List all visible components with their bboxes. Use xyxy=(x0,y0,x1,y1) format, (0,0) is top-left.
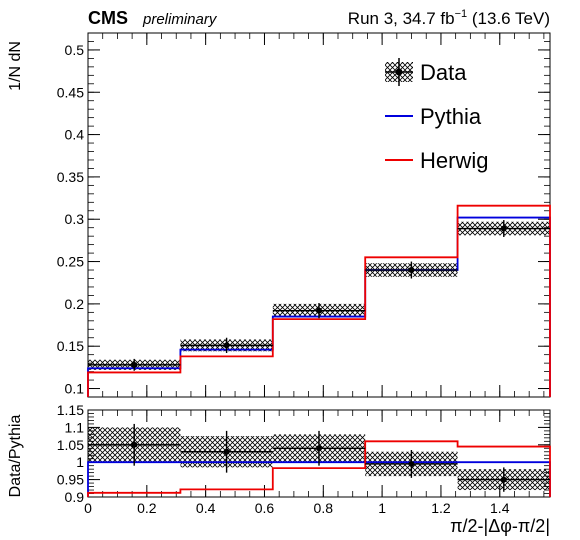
legend-herwig-label: Herwig xyxy=(420,148,488,173)
ratio-xtick-label: 1.2 xyxy=(431,500,451,516)
ratio-data-point xyxy=(223,448,230,455)
ratio-xtick-label: 1 xyxy=(378,500,386,516)
ratio-xtick-label: 0 xyxy=(84,500,92,516)
main-data-point xyxy=(500,225,507,232)
ratio-xtick-label: 0.4 xyxy=(196,500,216,516)
main-data-point xyxy=(408,267,415,274)
ratio-data-point xyxy=(408,460,415,467)
preliminary-label: preliminary xyxy=(142,11,218,28)
main-panel: 0.1 0.15 0.2 0.25 0.3 0.35 0.4 0.45 0.5 xyxy=(57,32,551,398)
legend-data-marker xyxy=(395,68,403,76)
main-ytick-label: 0.25 xyxy=(57,254,84,270)
cms-label: CMS xyxy=(88,8,128,28)
main-ytick-label: 0.2 xyxy=(65,296,85,312)
ratio-ytick-label: 1 xyxy=(76,454,84,470)
ratio-ytick-label: 0.9 xyxy=(65,489,85,505)
run-lumi-label: Run 3, 34.7 fb−1 (13.6 TeV) xyxy=(348,8,550,28)
legend: Data Pythia Herwig xyxy=(385,58,488,173)
ratio-ytick-label: 1.1 xyxy=(65,419,85,435)
ratio-data-point xyxy=(500,476,507,483)
main-ytick-label: 0.15 xyxy=(57,338,84,354)
ratio-ytick-label: 0.95 xyxy=(57,472,84,488)
ratio-xtick-label: 1.4 xyxy=(490,500,510,516)
x-axis-title: π/2-|Δφ-π/2| xyxy=(450,516,550,536)
main-herwig-step xyxy=(87,204,551,397)
main-data-point xyxy=(316,307,322,314)
lumi-exponent: −1 xyxy=(455,8,468,20)
ratio-xtick-label: 0.6 xyxy=(255,500,275,516)
legend-data-label: Data xyxy=(420,60,467,85)
energy-text: (13.6 TeV) xyxy=(467,9,550,28)
main-frame xyxy=(87,32,551,398)
main-ytick-label: 0.45 xyxy=(57,84,84,100)
ratio-y-axis-title: Data/Pythia xyxy=(7,415,24,498)
ratio-data-point xyxy=(131,441,138,448)
main-ytick-label: 0.4 xyxy=(65,127,85,143)
ratio-herwig-step xyxy=(87,440,551,497)
lumi-text: Run 3, 34.7 fb xyxy=(348,9,455,28)
ratio-xtick-label: 0.8 xyxy=(314,500,334,516)
ratio-data-point xyxy=(316,445,322,452)
main-ytick-label: 0.3 xyxy=(65,211,85,227)
main-ytick-label: 0.5 xyxy=(65,42,85,58)
legend-pythia-label: Pythia xyxy=(420,104,482,129)
main-data-point xyxy=(131,361,138,368)
main-y-axis-title: 1/N dN xyxy=(7,41,24,91)
ratio-xtick-label: 0.2 xyxy=(137,500,157,516)
ratio-ytick-label: 1.05 xyxy=(57,437,84,453)
main-ytick-label: 0.1 xyxy=(65,381,85,397)
main-data-point xyxy=(223,342,230,349)
main-ytick-label: 0.35 xyxy=(57,169,84,185)
ratio-ytick-label: 1.15 xyxy=(57,402,84,418)
